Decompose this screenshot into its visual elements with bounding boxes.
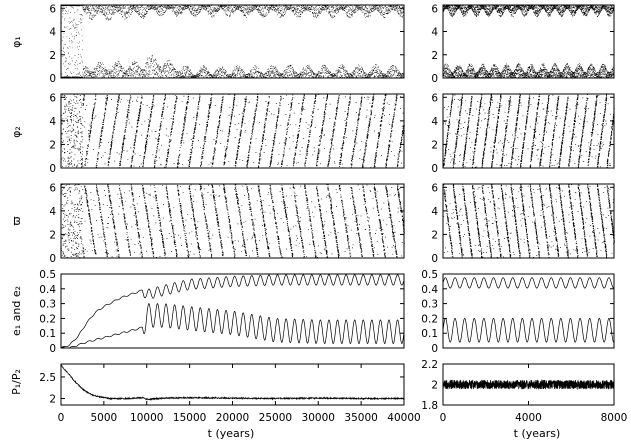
y-tick-label: 4 [431, 116, 438, 128]
y-tick-label: 6 [431, 92, 438, 104]
series-points-phi2-right [443, 93, 615, 169]
x-tick-label: 0 [58, 412, 65, 424]
panels: 02460246024602460246024600.10.20.30.40.5… [39, 3, 627, 424]
y-tick-label: 0.5 [421, 269, 438, 281]
series-line-ratio-right-0 [442, 379, 615, 391]
y-tick-label: 0.2 [421, 313, 438, 325]
y-tick-label: 0.3 [421, 299, 438, 311]
panel-varpi-left: 0 2 4 6 [49, 182, 405, 265]
panel-varpi-right: 0 2 4 6 [431, 182, 615, 265]
series-line-ecc-left-1 [60, 303, 405, 349]
ylabel-ecc: e₁ and e₂ [10, 286, 23, 336]
y-tick-label: 4 [49, 27, 56, 39]
panel-ecc-right: 0 0.1 0.2 0.3 0.4 0.5 [421, 269, 615, 355]
y-tick-label: 0.1 [421, 328, 438, 340]
y-tick-label: 6 [49, 3, 56, 15]
y-tick-label: 4 [431, 206, 438, 218]
series-points-phi2-left [61, 93, 405, 169]
y-tick-label: 2 [431, 50, 438, 62]
x-tick-label: 4000 [515, 412, 542, 424]
y-tick-label: 6 [49, 92, 56, 104]
y-tick-label: 0.2 [39, 313, 56, 325]
plot-frame [442, 183, 615, 259]
y-tick-label: 2 [431, 229, 438, 241]
series-line-ecc-right-1 [442, 318, 615, 343]
xlabel-right: t (years) [514, 427, 561, 440]
y-tick-label: 2 [49, 139, 56, 151]
y-tick-label: 2 [431, 139, 438, 151]
panel-ratio-left: 2 2.5 0 5000 10000 15000 20000 25000 30000 35000 4… [39, 363, 421, 424]
y-tick-label: 0 [49, 163, 56, 175]
y-tick-label: 0.1 [39, 328, 56, 340]
y-tick-label: 0.5 [39, 269, 56, 281]
plot-frame [60, 183, 405, 259]
y-tick-label: 0 [431, 73, 438, 85]
y-tick-label: 2.2 [421, 359, 438, 371]
panel-phi1-right: 0 2 4 6 [431, 3, 615, 85]
panel-ratio-right: 1.8 2 2.2 0 4000 8000 [421, 359, 627, 424]
y-tick-label: 2 [49, 229, 56, 241]
y-tick-label: 2.5 [39, 372, 56, 384]
y-tick-label: 4 [49, 116, 56, 128]
y-tick-label: 1.8 [421, 400, 438, 412]
plot-frame [60, 93, 405, 169]
ylabel-varpi: ϖ [10, 216, 23, 225]
plot-frame [442, 4, 615, 79]
y-tick-label: 0 [49, 343, 56, 355]
series-line-ecc-left-0 [60, 274, 405, 349]
x-tick-label: 0 [440, 412, 447, 424]
y-tick-label: 0.4 [421, 284, 438, 296]
x-tick-label: 15000 [173, 412, 206, 424]
x-tick-label: 8000 [601, 412, 628, 424]
series-points-phi1 [443, 4, 615, 79]
x-tick-label: 35000 [344, 412, 377, 424]
series-line-ratio-left-0 [60, 364, 405, 401]
y-tick-label: 6 [431, 182, 438, 194]
y-tick-label: 2 [49, 50, 56, 62]
series-line-ecc-right-0 [442, 277, 615, 289]
plot-frame [442, 93, 615, 169]
x-tick-label: 5000 [91, 412, 118, 424]
ylabel-phi2: φ₂ [10, 126, 23, 138]
y-tick-label: 0 [431, 163, 438, 175]
y-tick-label: 0 [431, 253, 438, 265]
y-tick-label: 6 [49, 182, 56, 194]
xlabel-left: t (years) [208, 427, 255, 440]
plot-frame [60, 4, 405, 79]
panel-ecc-left: 0 0.1 0.2 0.3 0.4 0.5 [39, 269, 405, 355]
ylabel-ratio: P₁/P₂ [10, 369, 23, 395]
y-tick-label: 0 [431, 343, 438, 355]
plot-frame [60, 273, 405, 349]
series-points-varpi-left [61, 183, 405, 259]
series-points-phi1 [61, 4, 405, 79]
y-tick-label: 4 [431, 27, 438, 39]
x-tick-label: 30000 [302, 412, 335, 424]
x-tick-label: 10000 [130, 412, 163, 424]
series-points-varpi-right [443, 183, 615, 259]
y-tick-label: 0 [49, 73, 56, 85]
y-tick-label: 2 [431, 380, 438, 392]
y-tick-label: 0.4 [39, 284, 56, 296]
x-tick-label: 20000 [216, 412, 249, 424]
x-tick-label: 40000 [387, 412, 420, 424]
y-tick-label: 2 [49, 394, 56, 406]
y-tick-label: 4 [49, 206, 56, 218]
panel-phi2-right: 0 2 4 6 [431, 92, 615, 175]
panel-phi2-left: 0 2 4 6 [49, 92, 405, 175]
plot-frame [442, 273, 615, 349]
y-tick-label: 0.3 [39, 299, 56, 311]
y-tick-label: 0 [49, 253, 56, 265]
ylabel-phi1: φ₁ [10, 36, 23, 48]
x-tick-label: 25000 [259, 412, 292, 424]
y-tick-label: 6 [431, 3, 438, 15]
panel-phi1-left: 0 2 4 6 [49, 3, 405, 85]
